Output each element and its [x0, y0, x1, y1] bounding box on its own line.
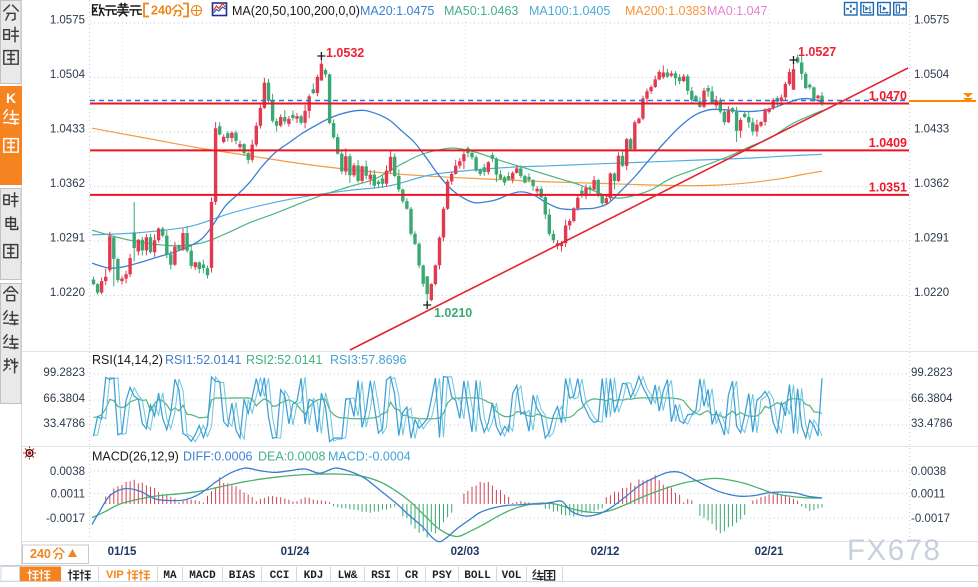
svg-text:CR: CR — [405, 570, 419, 582]
svg-text:99.2823: 99.2823 — [911, 367, 953, 379]
svg-text:1.0527: 1.0527 — [798, 45, 836, 59]
svg-text:RSI1:52.0141: RSI1:52.0141 — [165, 353, 241, 367]
svg-text:1.0220: 1.0220 — [914, 287, 949, 299]
svg-text:MACD:-0.0004: MACD:-0.0004 — [328, 450, 411, 464]
svg-text:FX678: FX678 — [847, 534, 941, 567]
svg-text:RSI3:57.8696: RSI3:57.8696 — [330, 353, 406, 367]
svg-text:1.0409: 1.0409 — [869, 136, 907, 150]
svg-text:1.0433: 1.0433 — [50, 124, 85, 136]
svg-text:DEA:0.0008: DEA:0.0008 — [258, 450, 325, 464]
svg-text:MACD(26,12,9): MACD(26,12,9) — [92, 450, 179, 464]
svg-text:1.0351: 1.0351 — [869, 180, 907, 194]
svg-text:1.0504: 1.0504 — [50, 69, 86, 81]
svg-text:33.4786: 33.4786 — [911, 418, 953, 430]
svg-text:MA: MA — [163, 570, 177, 582]
svg-text:RSI: RSI — [371, 570, 391, 582]
svg-text:MA100:1.0405: MA100:1.0405 — [529, 4, 610, 18]
svg-text:RSI(14,14,2): RSI(14,14,2) — [92, 353, 163, 367]
svg-text:240: 240 — [151, 4, 172, 18]
svg-text:BOLL: BOLL — [464, 570, 491, 582]
svg-text:VOL: VOL — [502, 570, 522, 582]
svg-text:1.0504: 1.0504 — [914, 69, 950, 81]
svg-text:CCI: CCI — [270, 570, 290, 582]
svg-text:66.3804: 66.3804 — [911, 393, 953, 405]
svg-text:PSY: PSY — [432, 570, 452, 582]
svg-text:MA50:1.0463: MA50:1.0463 — [444, 4, 518, 18]
svg-text:1.0362: 1.0362 — [914, 178, 949, 190]
svg-text:0.0011: 0.0011 — [911, 489, 945, 501]
svg-text:1.0532: 1.0532 — [326, 46, 364, 60]
svg-text:1.0433: 1.0433 — [914, 124, 949, 136]
svg-text:33.4786: 33.4786 — [43, 418, 85, 430]
svg-text:-0.0017: -0.0017 — [46, 513, 85, 525]
svg-text:1.0362: 1.0362 — [50, 178, 85, 190]
svg-text:02/03: 02/03 — [451, 546, 480, 558]
svg-text:KDJ: KDJ — [304, 570, 324, 582]
svg-text:66.3804: 66.3804 — [43, 393, 85, 405]
svg-text:MA(20,50,100,200,0,0): MA(20,50,100,200,0,0) — [232, 4, 360, 18]
svg-text:BIAS: BIAS — [229, 570, 256, 582]
svg-text:02/21: 02/21 — [755, 546, 784, 558]
svg-text:-0.0017: -0.0017 — [911, 513, 950, 525]
svg-text:0.0011: 0.0011 — [51, 489, 85, 501]
svg-text:MA20:1.0475: MA20:1.0475 — [360, 4, 434, 18]
svg-text:RSI2:52.0141: RSI2:52.0141 — [246, 353, 322, 367]
svg-text:1.0291: 1.0291 — [50, 233, 85, 245]
svg-text:MA0:1.047: MA0:1.047 — [707, 4, 768, 18]
svg-text:240: 240 — [30, 547, 51, 561]
svg-text:1.0210: 1.0210 — [434, 306, 472, 320]
svg-text:LW&: LW& — [338, 570, 358, 582]
svg-text:K: K — [6, 90, 16, 106]
svg-text:VIP: VIP — [106, 569, 124, 581]
svg-text:1.0291: 1.0291 — [914, 233, 949, 245]
svg-text:1.0470: 1.0470 — [869, 89, 907, 103]
svg-text:01/15: 01/15 — [108, 546, 137, 558]
svg-text:DIFF:0.0006: DIFF:0.0006 — [183, 450, 253, 464]
svg-text:01/24: 01/24 — [281, 546, 310, 558]
svg-text:MACD: MACD — [189, 570, 216, 582]
svg-text:1.0575: 1.0575 — [914, 15, 949, 27]
svg-text:1.0220: 1.0220 — [50, 287, 85, 299]
svg-text:MA200:1.0383: MA200:1.0383 — [625, 4, 706, 18]
svg-text:0.0038: 0.0038 — [911, 466, 946, 478]
svg-text:02/12: 02/12 — [591, 546, 620, 558]
svg-text:99.2823: 99.2823 — [43, 367, 85, 379]
svg-text:1.0575: 1.0575 — [50, 15, 85, 27]
svg-text:0.0038: 0.0038 — [50, 466, 85, 478]
